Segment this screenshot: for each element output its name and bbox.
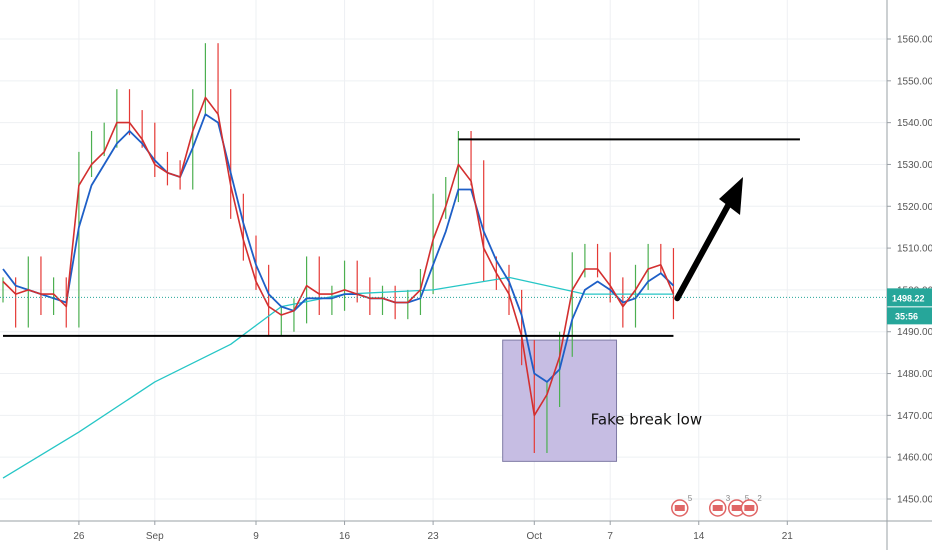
x-tick-label: 16: [339, 531, 351, 542]
fake-break-label: Fake break low: [591, 411, 702, 429]
event-flag-stripe: [674, 505, 685, 511]
x-tick-label: 21: [782, 531, 794, 542]
countdown-label: 35:56: [895, 311, 918, 321]
event-count: 5: [745, 494, 750, 503]
event-count: 5: [688, 494, 693, 503]
y-tick-label: 1530.00: [897, 160, 932, 171]
x-tick-label: 23: [428, 531, 440, 542]
price-axis[interactable]: 1450.001460.001470.001480.001490.001500.…: [886, 0, 932, 550]
current-price-tag[interactable]: [887, 288, 932, 307]
event-flag-stripe: [731, 505, 742, 511]
trend-lines-layer: Fake break low: [0, 138, 887, 429]
y-tick-label: 1540.00: [897, 118, 932, 129]
y-tick-label: 1520.00: [897, 202, 932, 213]
ema-fast-line: [2, 96, 675, 417]
y-tick-label: 1470.00: [897, 411, 932, 422]
event-count: 3: [726, 494, 731, 503]
arrow-shaft: [674, 186, 741, 302]
countdown-tag: [887, 307, 932, 325]
y-tick-label: 1490.00: [897, 327, 932, 338]
ema-mid-line: [2, 113, 675, 383]
y-tick-label: 1550.00: [897, 76, 932, 87]
chart-grid: [0, 0, 887, 521]
y-tick-label: 1510.00: [897, 244, 932, 255]
y-tick-label: 1460.00: [897, 453, 932, 464]
series-layer: [2, 43, 675, 479]
x-tick-label: Oct: [527, 531, 543, 542]
arrow-head: [719, 177, 744, 215]
x-tick-label: 26: [73, 531, 85, 542]
x-tick-label: 7: [607, 531, 613, 542]
ema-slow-line: [2, 276, 674, 479]
y-tick-label: 1560.00: [897, 35, 932, 46]
event-flag-stripe: [712, 505, 723, 511]
x-tick-label: Sep: [146, 531, 164, 542]
y-tick-label: 1450.00: [897, 495, 932, 506]
event-count: 2: [757, 494, 762, 503]
event-flag-stripe: [744, 505, 755, 511]
current-price-label: 1498.22: [892, 293, 925, 303]
time-axis[interactable]: 26 Sep 9 16 23 Oct 7 14 21: [0, 520, 932, 542]
x-tick-label: 14: [693, 531, 705, 542]
y-tick-label: 1480.00: [897, 369, 932, 380]
x-tick-label: 9: [253, 531, 259, 542]
